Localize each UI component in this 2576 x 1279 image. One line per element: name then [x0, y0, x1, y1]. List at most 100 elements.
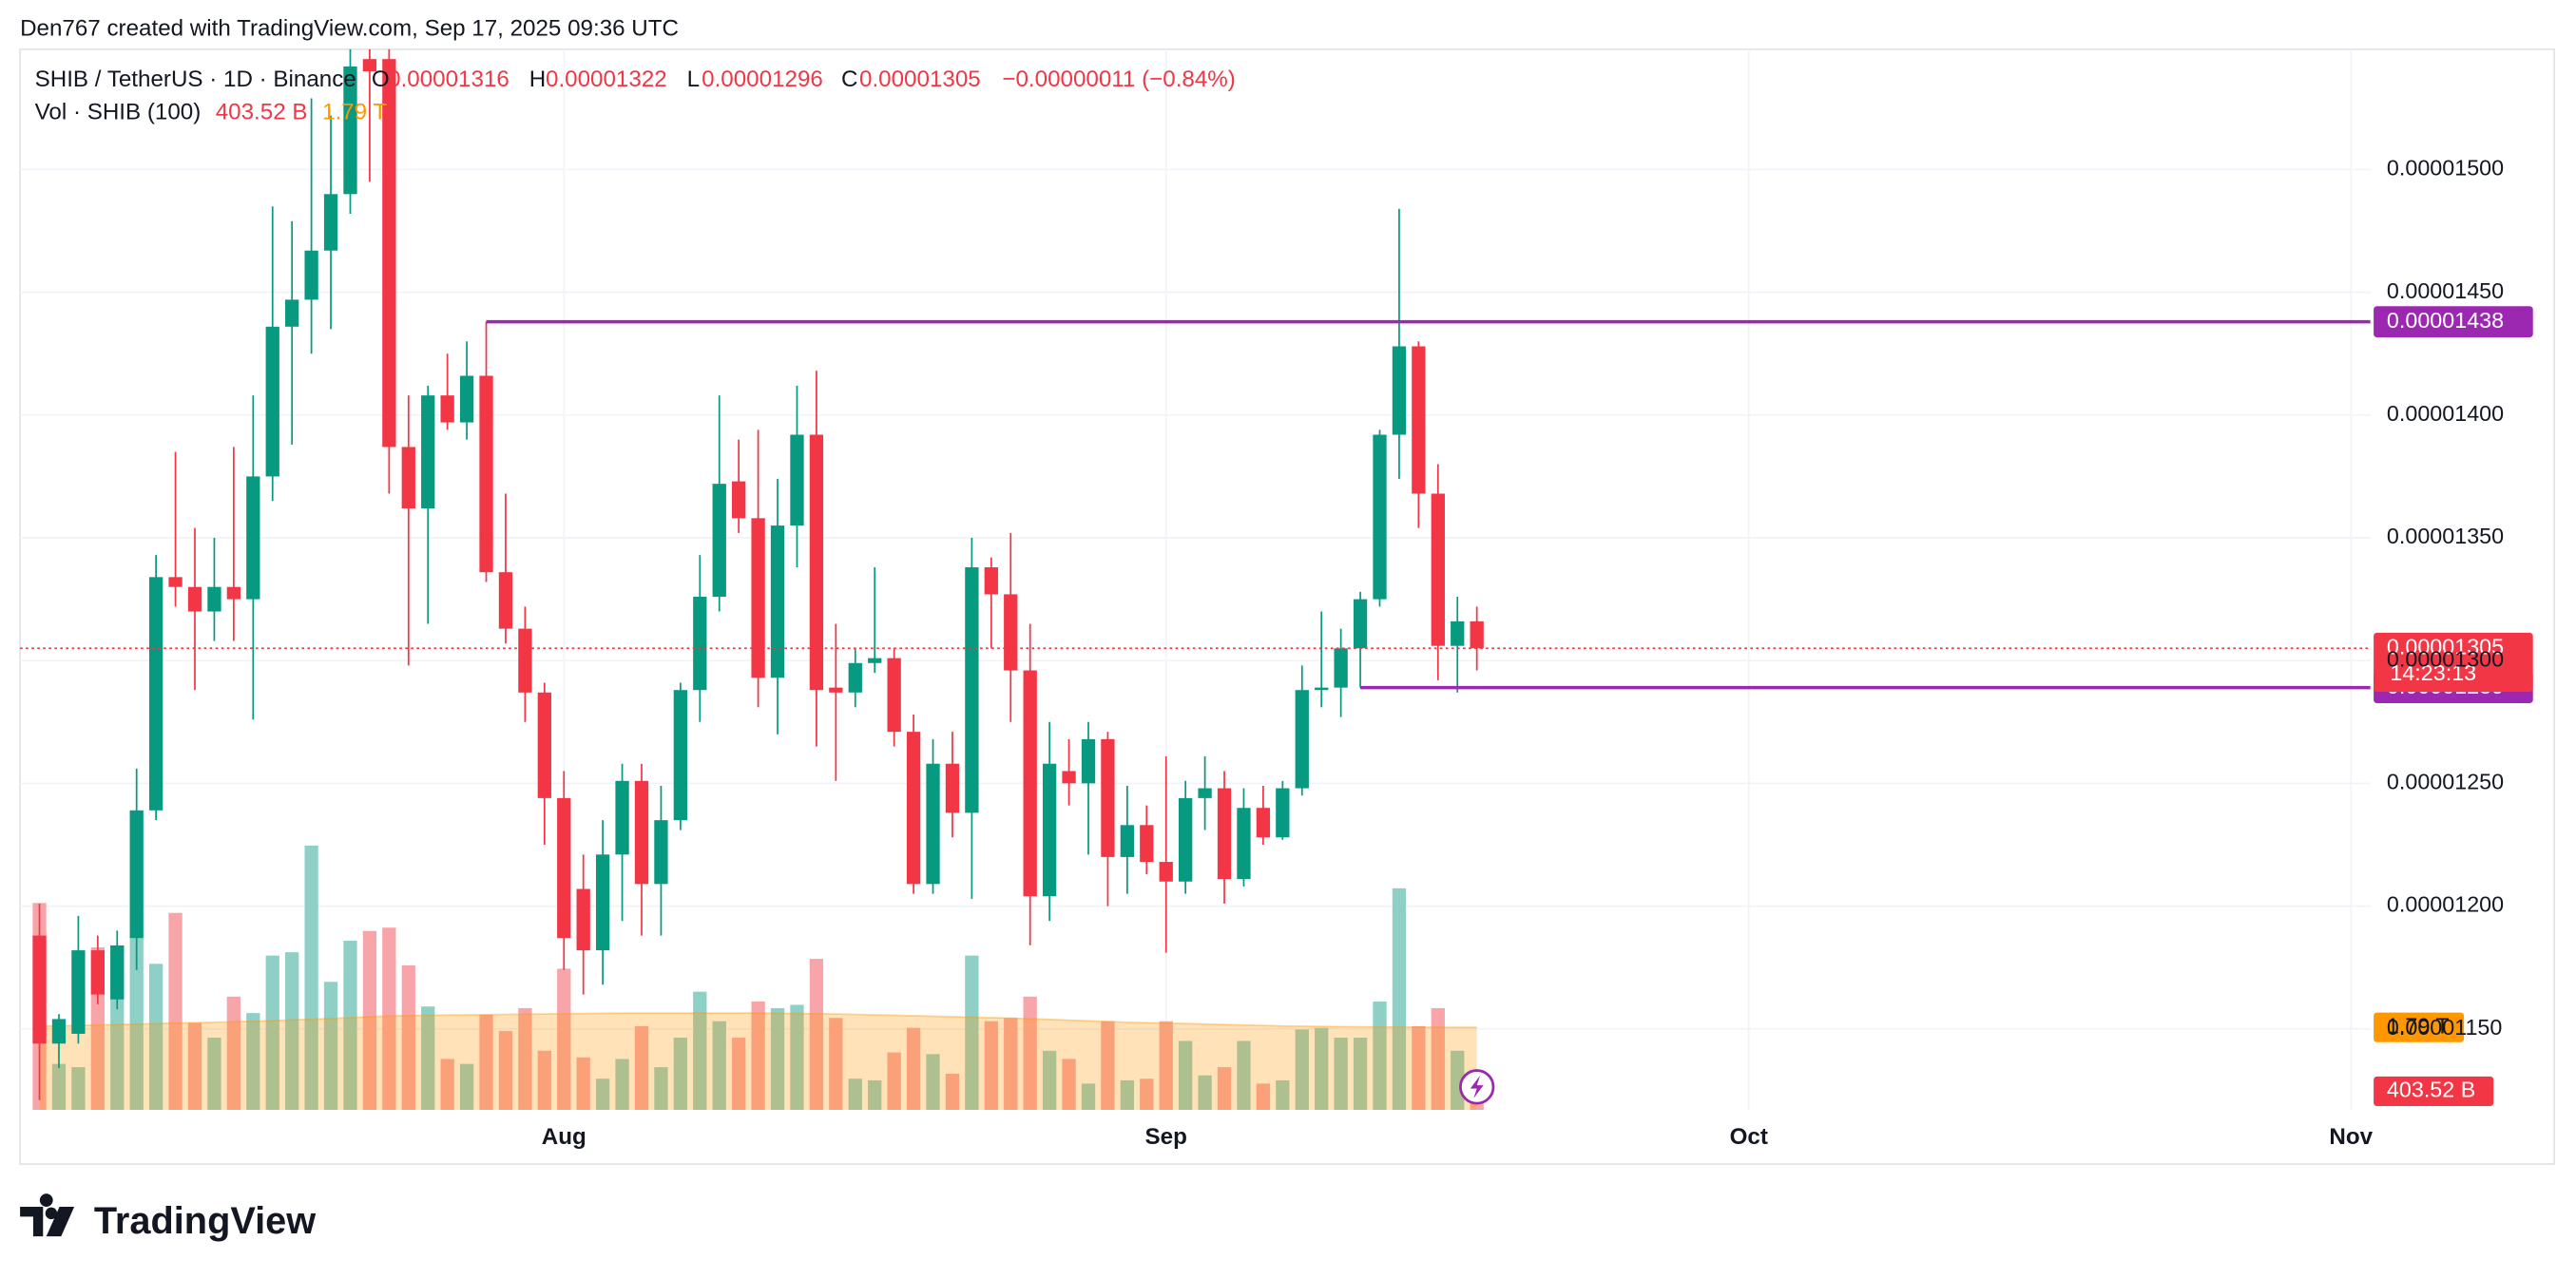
volume-bar: [265, 955, 279, 1111]
volume-bar: [1042, 1050, 1057, 1111]
candle-body: [945, 763, 960, 813]
volume-bar: [440, 1059, 454, 1111]
chart-frame: [19, 48, 2556, 1165]
y-tick-label: 0.00001350: [2387, 524, 2504, 548]
volume-bar: [1062, 1059, 1076, 1111]
candle-body: [1004, 594, 1018, 671]
candle-body: [673, 690, 688, 821]
volume-ma-value: 1.79 T: [322, 100, 387, 125]
x-tick-label: Aug: [542, 1124, 586, 1150]
x-tick-label: Oct: [1730, 1124, 1768, 1150]
volume-bar: [868, 1079, 882, 1111]
volume-bar: [1198, 1075, 1212, 1111]
candle-body: [829, 687, 843, 693]
volume-bar: [809, 959, 824, 1111]
volume-bar: [1217, 1067, 1232, 1111]
logo-text: TradingView: [94, 1200, 316, 1242]
candle-body: [129, 810, 144, 939]
volume-bar: [304, 845, 318, 1111]
high-label: H: [529, 67, 546, 92]
candle-body: [790, 434, 804, 526]
candle-body: [1431, 493, 1445, 646]
volume-bar: [148, 964, 163, 1111]
candle-body: [1256, 808, 1271, 838]
candle-body: [498, 572, 513, 629]
candle-body: [479, 375, 493, 573]
candle-body: [732, 481, 746, 519]
volume-bar: [557, 968, 571, 1111]
volume-bar: [1276, 1079, 1290, 1111]
candle-body: [1373, 434, 1387, 600]
candle-body: [906, 732, 921, 885]
volume-bar: [595, 1079, 610, 1111]
candle-body: [32, 935, 47, 1044]
volume-bar: [848, 1079, 862, 1111]
candle-body: [226, 586, 241, 600]
volume-bar: [1140, 1079, 1154, 1111]
volume-bar: [71, 1067, 86, 1111]
y-tick-label: 0.00001300: [2387, 646, 2504, 671]
volume-bar: [770, 1007, 785, 1111]
candle-body: [207, 586, 221, 612]
candle-body: [459, 375, 474, 423]
volume-bar: [207, 1038, 221, 1111]
candle-body: [887, 658, 901, 733]
volume-bar: [168, 912, 183, 1111]
candle-body: [1412, 346, 1426, 494]
volume-bar: [712, 1021, 726, 1111]
candle-body: [1062, 771, 1076, 784]
candle-body: [285, 299, 299, 327]
candle-body: [712, 484, 726, 598]
volume-bar: [1237, 1040, 1251, 1111]
volume-bar: [654, 1067, 668, 1111]
volume-bar: [576, 1057, 590, 1111]
candle-body: [343, 66, 357, 195]
candle-body: [868, 658, 882, 663]
volume-bar: [1004, 1018, 1018, 1111]
candle-body: [770, 525, 785, 678]
candle-body: [984, 567, 998, 595]
volume-axis-label: 403.52 B: [2387, 1078, 2475, 1102]
low-value: 0.00001296: [702, 67, 823, 92]
candle-body: [148, 577, 163, 811]
volume-ma-box: [2374, 1012, 2465, 1042]
volume-bar: [401, 964, 415, 1111]
x-tick-label: Nov: [2329, 1124, 2373, 1150]
close-label: C: [841, 67, 857, 92]
candle-body: [1198, 788, 1212, 798]
volume-value: 403.52 B: [216, 100, 308, 125]
volume-bar: [518, 1007, 532, 1111]
volume-bar: [751, 1001, 765, 1111]
footer-logo: TradingView: [20, 1193, 316, 1242]
volume-bar: [887, 1052, 901, 1111]
candle-body: [71, 950, 86, 1034]
volume-bar: [1392, 888, 1407, 1111]
candle-body: [1334, 648, 1348, 688]
volume-bar: [1412, 1025, 1426, 1111]
candle-body: [693, 597, 707, 691]
volume-bar: [732, 1038, 746, 1111]
volume-bar: [459, 1063, 474, 1111]
candle-body: [265, 326, 279, 477]
volume-bar: [1451, 1050, 1465, 1111]
volume-bar: [1081, 1083, 1096, 1111]
x-tick-label: Sep: [1145, 1124, 1187, 1150]
candle-body: [848, 662, 862, 693]
candle-body: [1470, 620, 1484, 649]
volume-bar: [945, 1074, 960, 1111]
last-price-box: [2374, 632, 2533, 693]
y-tick-label: 0.00001500: [2387, 156, 2504, 181]
volume-bar: [1256, 1083, 1271, 1111]
candle-body: [1217, 788, 1232, 880]
volume-bar: [343, 941, 357, 1111]
volume-bar: [1334, 1038, 1348, 1111]
overlay: 0.000014380.000012890.0000130514:23:131.…: [20, 306, 2533, 1106]
volume-ma-axis-label: 1.79 T: [2387, 1013, 2450, 1038]
candle-body: [1392, 346, 1407, 435]
candle-body: [90, 950, 105, 995]
volume-bar: [673, 1038, 688, 1111]
grid: [20, 48, 2371, 1111]
candle-body: [323, 194, 338, 251]
attribution: Den767 created with TradingView.com, Sep…: [20, 15, 679, 41]
volume-bar: [537, 1050, 551, 1111]
